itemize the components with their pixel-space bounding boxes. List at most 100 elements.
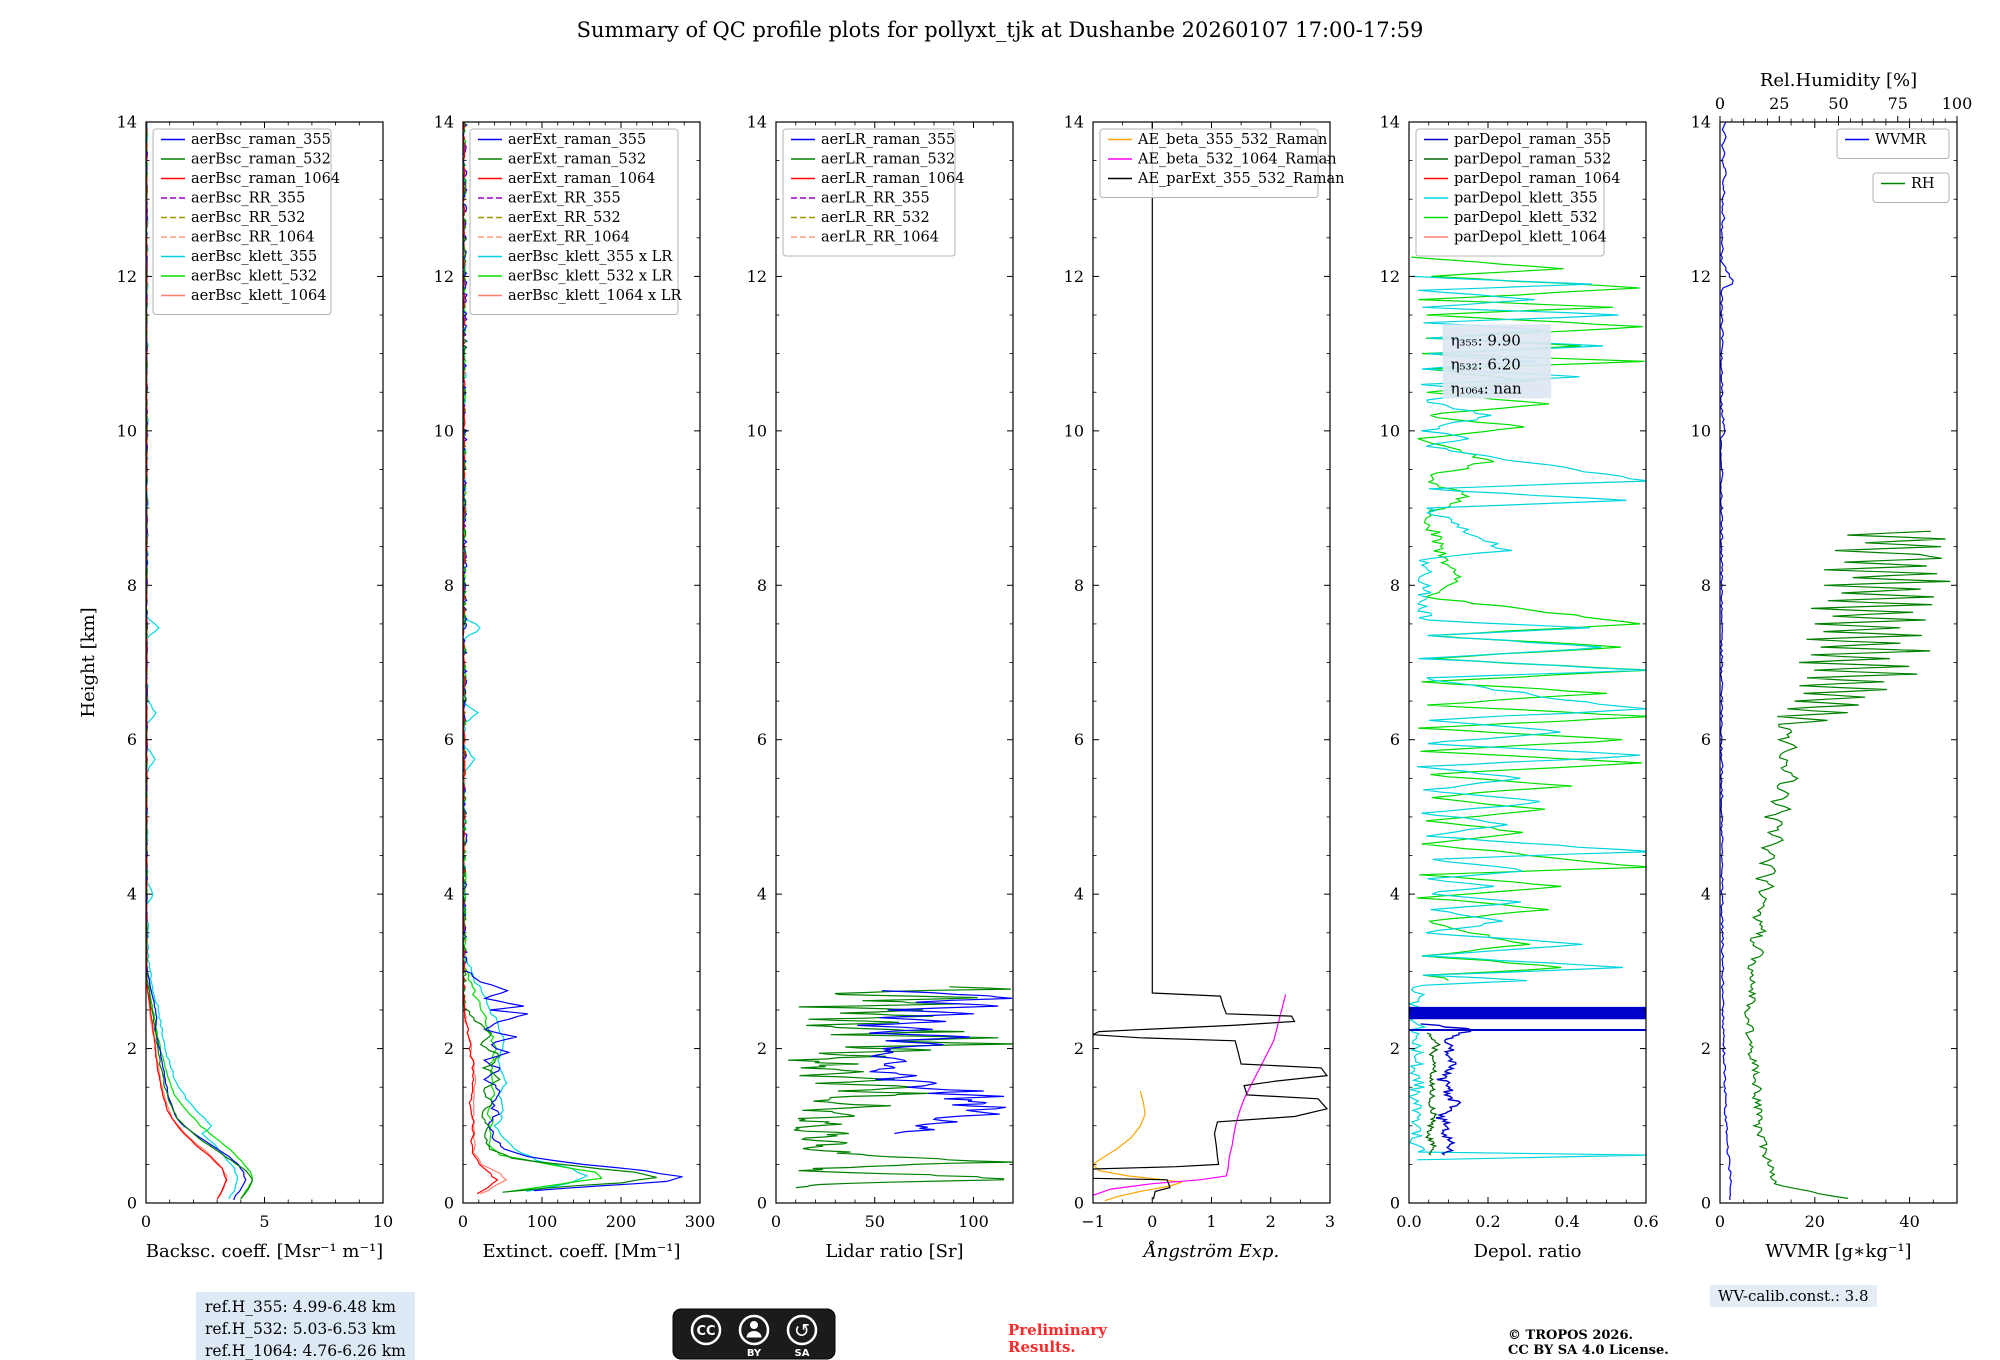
lidar_ratio-legend-label: aerLR_RR_1064 <box>821 230 939 246</box>
extinction-ytick-label: 6 <box>444 730 454 749</box>
cc-icon-label: CC <box>696 1324 715 1339</box>
lidar_ratio-xtick-label: 50 <box>865 1212 885 1231</box>
backscatter-xtick-label: 10 <box>373 1212 393 1231</box>
extinction-legend-label: aerExt_raman_532 <box>508 152 646 168</box>
backscatter-ytick-label: 10 <box>117 421 137 440</box>
depol-annotation-line: η₁₀₆₄: nan <box>1451 379 1522 397</box>
lidar_ratio-ytick-label: 8 <box>757 576 767 595</box>
angstrom-xtick-label: 2 <box>1266 1212 1276 1231</box>
series-aerLR_raman_532 <box>787 986 1013 1189</box>
backscatter-xtick-label: 5 <box>259 1212 269 1231</box>
depol-legend-label: parDepol_raman_532 <box>1454 152 1611 168</box>
lidar_ratio-ytick-label: 10 <box>747 421 767 440</box>
panel-extinction: LR_355: 45.00LR_532: 40.00LR_1064: 50.00… <box>434 113 716 1263</box>
depol-ytick-label: 10 <box>1380 421 1400 440</box>
angstrom-ytick-label: 14 <box>1064 113 1084 132</box>
extinction-xlabel: Extinct. coeff. [Mm⁻¹] <box>482 1241 680 1262</box>
extinction-ytick-label: 12 <box>434 267 454 286</box>
angstrom-ytick-label: 6 <box>1074 730 1084 749</box>
wv-calib-annotation: WV-calib.const.: 3.8 <box>1710 1285 1877 1307</box>
backscatter-xlabel: Backsc. coeff. [Msr⁻¹ m⁻¹] <box>146 1241 383 1262</box>
backscatter-ytick-label: 8 <box>127 576 137 595</box>
extinction-legend-label: aerExt_RR_1064 <box>508 230 630 246</box>
panel-backscatter: 0 5 10 0 2 4 6 8 10 12 14 Backsc. coeff. [Msr⁻¹ m⁻¹… <box>78 113 393 1263</box>
wvmr-top-tick-label: 75 <box>1888 94 1908 113</box>
lidar_ratio-legend-label: aerLR_RR_355 <box>821 191 930 207</box>
angstrom-xlabel: Ångström Exp. <box>1142 1240 1279 1262</box>
lidar_ratio-legend-label: aerLR_RR_532 <box>821 210 930 226</box>
depol-xtick-label: 0.4 <box>1554 1212 1579 1231</box>
backscatter-legend-label: aerBsc_klett_355 <box>191 249 317 265</box>
backscatter-ytick-label: 4 <box>127 885 137 904</box>
sa-icon <box>786 1314 818 1346</box>
extinction-legend-label: aerExt_RR_532 <box>508 210 621 226</box>
extinction-xtick-label: 100 <box>527 1212 558 1231</box>
series-parDepol_raman_355 <box>1420 1023 1474 1156</box>
series-aerBsc_klett_1064_x_LR <box>463 126 508 1195</box>
angstrom-series-group <box>1093 122 1329 1202</box>
angstrom-ytick-label: 10 <box>1064 421 1084 440</box>
lidar_ratio-legend-box <box>782 128 956 257</box>
copyright-line1: © TROPOS 2026. <box>1508 1328 1634 1343</box>
wvmr-ytick-label: 8 <box>1701 576 1711 595</box>
angstrom-legend-label: AE_beta_355_532_Raman <box>1137 132 1327 148</box>
lidar_ratio-series-group <box>787 986 1013 1189</box>
depol-ytick-label: 14 <box>1380 113 1400 132</box>
backscatter-legend-label: aerBsc_RR_532 <box>191 210 305 226</box>
copyright-note: © TROPOS 2026. CC BY SA 4.0 License. <box>1508 1328 1669 1358</box>
backscatter-legend-label: aerBsc_raman_1064 <box>191 171 340 187</box>
preliminary-line1: Preliminary <box>1008 1321 1107 1339</box>
backscatter-ytick-label: 14 <box>117 113 137 132</box>
depol-legend-label: parDepol_klett_532 <box>1454 210 1598 226</box>
series-AE_beta_355_532_Raman <box>1093 1090 1183 1202</box>
extinction-legend-box <box>469 128 679 315</box>
extinction-ytick-label: 2 <box>444 1039 454 1058</box>
backscatter-legend-label: aerBsc_RR_1064 <box>191 230 315 246</box>
lidar_ratio-legend-label: aerLR_raman_1064 <box>821 171 964 187</box>
lidar_ratio-xtick-label: 0 <box>771 1212 781 1231</box>
wvmr-legend-label: RH <box>1911 176 1935 192</box>
ref-h-532: ref.H_532: 5.03-6.53 km <box>205 1320 396 1338</box>
by-person-body-icon <box>746 1331 762 1338</box>
depol-legend-label: parDepol_raman_1064 <box>1454 171 1620 187</box>
wvmr-plot-bg <box>1720 122 1957 1203</box>
angstrom-legend-label: AE_parExt_355_532_Raman <box>1137 171 1344 187</box>
cc-license-badge: CC ↺ BY SA <box>672 1308 836 1360</box>
wvmr-top-tick-label: 0 <box>1715 94 1725 113</box>
extinction-ytick-label: 10 <box>434 421 454 440</box>
depol-ytick-label: 0 <box>1390 1194 1400 1213</box>
wvmr-ytick-label: 2 <box>1701 1039 1711 1058</box>
wvmr-legend-label: WVMR <box>1875 132 1927 148</box>
backscatter-legend-label: aerBsc_raman_532 <box>191 152 331 168</box>
wvmr-ytick-label: 14 <box>1691 113 1711 132</box>
backscatter-ylabel: Height [km] <box>78 607 99 717</box>
wvmr-ytick-label: 0 <box>1701 1194 1711 1213</box>
ref-height-annotation: ref.H_355: 4.99-6.48 km ref.H_532: 5.03-… <box>196 1292 415 1360</box>
series-WVMR <box>1720 122 1734 1200</box>
lidar_ratio-xlabel: Lidar ratio [Sr] <box>825 1241 963 1262</box>
wvmr-xtick-label: 20 <box>1805 1212 1825 1231</box>
preliminary-note: Preliminary Results. <box>1008 1322 1107 1356</box>
series-AE_parExt_355_532_Raman <box>1093 122 1329 1200</box>
angstrom-legend-box <box>1099 128 1319 198</box>
backscatter-ytick-label: 6 <box>127 730 137 749</box>
sa-label: SA <box>795 1348 810 1359</box>
angstrom-ytick-label: 12 <box>1064 267 1084 286</box>
depol-xtick-label: 0.2 <box>1475 1212 1500 1231</box>
copyright-line2: CC BY SA 4.0 License. <box>1508 1343 1669 1358</box>
depol-legend-label: parDepol_raman_355 <box>1454 132 1611 148</box>
by-icon <box>738 1314 770 1346</box>
wvmr-ytick-label: 12 <box>1691 267 1711 286</box>
backscatter-ytick-label: 0 <box>127 1194 137 1213</box>
angstrom-xtick-label: −1 <box>1081 1212 1105 1231</box>
extinction-ytick-label: 0 <box>444 1194 454 1213</box>
depol-legend-label: parDepol_klett_355 <box>1454 191 1598 207</box>
angstrom-ytick-label: 0 <box>1074 1194 1084 1213</box>
wvmr-legend-box <box>1872 172 1950 203</box>
wvmr-top-tick-label: 25 <box>1769 94 1789 113</box>
series-aerBsc_raman_1064 <box>146 122 228 1200</box>
angstrom-ytick-label: 4 <box>1074 885 1084 904</box>
